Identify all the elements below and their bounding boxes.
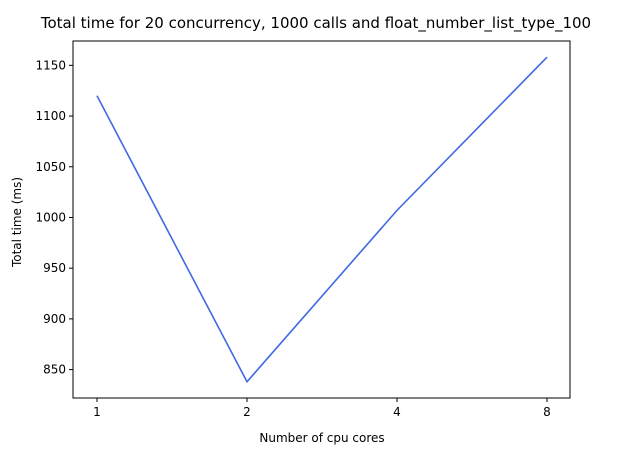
- x-tick-label: 4: [393, 405, 401, 419]
- y-axis-label: Total time (ms): [10, 177, 24, 268]
- plot-frame: [72, 40, 571, 399]
- plot-area: 1 2 4 8 850 900 950 1000 1050 1100 1150: [35, 40, 571, 419]
- x-tick-label: 2: [243, 405, 251, 419]
- y-tick-label: 850: [43, 363, 66, 377]
- y-tick-label: 1050: [35, 160, 66, 174]
- chart-title: Total time for 20 concurrency, 1000 call…: [40, 14, 591, 33]
- y-tick-label: 1000: [35, 210, 66, 224]
- y-tick-label: 1150: [35, 58, 66, 72]
- y-tick-label: 950: [43, 261, 66, 275]
- y-tick-label: 1100: [35, 109, 66, 123]
- x-tick-label: 8: [543, 405, 551, 419]
- x-axis-label: Number of cpu cores: [259, 431, 384, 445]
- series-line-0: [96, 56, 548, 384]
- x-tick-label: 1: [93, 405, 101, 419]
- y-tick-label: 900: [43, 312, 66, 326]
